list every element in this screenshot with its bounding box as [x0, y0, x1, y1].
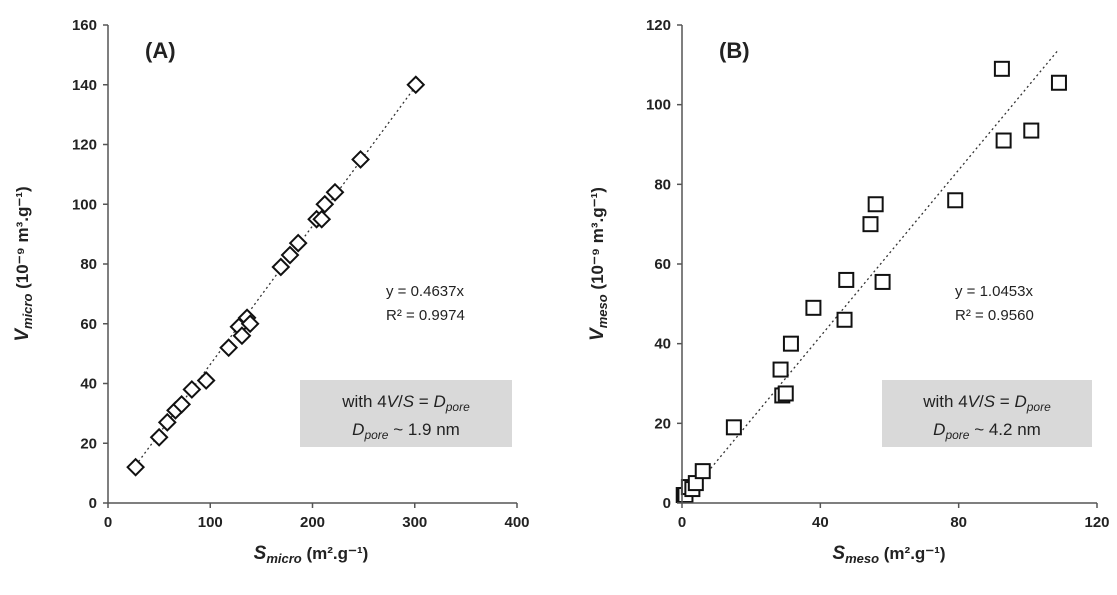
panel-a-data-point: [280, 245, 300, 265]
panel-a-y-tick-label: 20: [80, 435, 97, 452]
panel-b-note-box: with 4V/S = Dpore Dpore ~ 4.2 nm: [882, 380, 1092, 447]
panel-a-x-tick-label: 0: [104, 514, 112, 531]
panel-a-note-box: with 4V/S = Dpore Dpore ~ 1.9 nm: [300, 380, 512, 447]
panel-b-data-point: [1050, 74, 1067, 91]
panel-a-y-ticks: 0 20 40 60 80 100 120 140 160: [72, 17, 108, 512]
panel-b-trendline-path: [681, 48, 1060, 504]
panel-b-note-line1: with 4V/S = Dpore: [922, 392, 1051, 414]
panel-a-x-ticks: 0 100 200 300 400: [104, 503, 530, 531]
panel-b-data-point: [1023, 122, 1040, 139]
panel-a-y-tick-label: 120: [72, 137, 97, 154]
panel-b-x-tick-label: 40: [812, 514, 829, 531]
panel-b-data-point: [772, 361, 789, 378]
panel-a-trendline: [135, 85, 417, 466]
panel-b-note-line2: Dpore ~ 4.2 nm: [933, 420, 1041, 442]
panel-b-data-point: [862, 216, 879, 233]
panel-b-y-tick-label: 80: [654, 176, 671, 193]
panel-b-y-ticks: 0 20 40 60 80 100 120: [646, 17, 682, 512]
panel-a-y-tick-label: 0: [89, 495, 97, 512]
panel-b-data-point: [836, 311, 853, 328]
panel-a-y-tick-label: 140: [72, 77, 97, 94]
panel-a-data-point: [406, 75, 426, 95]
panel-b-points: [675, 60, 1067, 504]
panel-b-data-point: [947, 192, 964, 209]
panel-a-points: [126, 75, 426, 477]
panel-a-data-point: [240, 314, 260, 334]
panel-a-y-tick-label: 160: [72, 17, 97, 34]
panel-b-y-axis-title: Vmeso (10⁻⁹ m³.g⁻¹): [587, 187, 610, 341]
panel-a-y-tick-label: 60: [80, 316, 97, 333]
panel-b-y-tick-label: 120: [646, 17, 671, 34]
panel-a-data-point: [288, 233, 308, 253]
panel-a-x-tick-label: 100: [198, 514, 223, 531]
panel-b-data-point: [993, 60, 1010, 77]
panel-a-note-line1: with 4V/S = Dpore: [341, 392, 470, 414]
panel-b-y-tick-label: 0: [663, 495, 671, 512]
panel-b-equation: y = 1.0453x: [955, 283, 1033, 300]
panel-b-data-point: [867, 196, 884, 213]
panel-a-data-point: [271, 257, 291, 277]
panel-b-x-tick-label: 120: [1084, 514, 1109, 531]
panel-a-y-axis-title: Vmicro (10⁻⁹ m³.g⁻¹): [12, 186, 35, 341]
panel-b-y-tick-label: 100: [646, 97, 671, 114]
panel-a-r-squared: R² = 0.9974: [386, 307, 465, 324]
panel-b-y-tick-label: 60: [654, 256, 671, 273]
panel-a-data-point: [325, 182, 345, 202]
panel-b-x-tick-label: 80: [950, 514, 967, 531]
panel-b-data-point: [874, 273, 891, 290]
panel-a-data-point: [196, 371, 216, 390]
panel-a-note-background: [300, 380, 512, 447]
panel-b-data-point: [805, 299, 822, 316]
panel-a-data-point: [312, 209, 332, 229]
panel-b-y-tick-label: 40: [654, 336, 671, 353]
panel-a-note-line2: Dpore ~ 1.9 nm: [352, 420, 460, 442]
panel-b-data-point: [995, 132, 1012, 149]
panel-b-x-axis-title: Smeso (m².g⁻¹): [832, 543, 945, 566]
panel-b-data-point: [838, 271, 855, 288]
panel-b-data-point: [777, 385, 794, 402]
panel-b-r-squared: R² = 0.9560: [955, 307, 1034, 324]
panel-a-data-point: [126, 457, 146, 477]
panel-a-equation: y = 0.4637x: [386, 283, 464, 300]
panel-a-data-point: [219, 338, 239, 358]
panel-a-y-tick-label: 100: [72, 196, 97, 213]
panel-a-data-point: [182, 380, 202, 399]
panel-b-x-ticks: 0 40 80 120: [678, 503, 1110, 531]
panel-a-data-point: [232, 326, 252, 346]
panel-a-label: (A): [145, 38, 176, 63]
panel-b-note-background: [882, 380, 1092, 447]
panel-a-x-tick-label: 300: [402, 514, 427, 531]
panel-a-data-point: [157, 412, 177, 432]
panel-a-data-point: [351, 150, 370, 169]
panel-a-y-tick-label: 80: [80, 256, 97, 273]
panel-a-trendline-path: [135, 85, 417, 466]
panel-b: 0 40 80 120 0 20 40 60 80 100 120 (B) y = 1.0453x…: [587, 17, 1110, 566]
panel-a-data-point: [149, 427, 169, 447]
panel-b-data-point: [782, 335, 799, 352]
panel-b-data-point: [725, 419, 742, 436]
panel-b-y-tick-label: 20: [654, 415, 671, 432]
panel-a-data-point: [315, 194, 335, 214]
panel-b-data-point: [694, 463, 711, 480]
panel-a-y-tick-label: 40: [80, 376, 97, 393]
panel-a-x-tick-label: 200: [300, 514, 325, 531]
panel-b-trendline: [681, 48, 1060, 504]
panel-b-x-tick-label: 0: [678, 514, 686, 531]
panel-a-data-point: [172, 394, 192, 414]
panel-b-label: (B): [719, 38, 750, 63]
panel-a-x-axis-title: Smicro (m².g⁻¹): [254, 543, 369, 566]
panel-a-x-tick-label: 400: [504, 514, 529, 531]
